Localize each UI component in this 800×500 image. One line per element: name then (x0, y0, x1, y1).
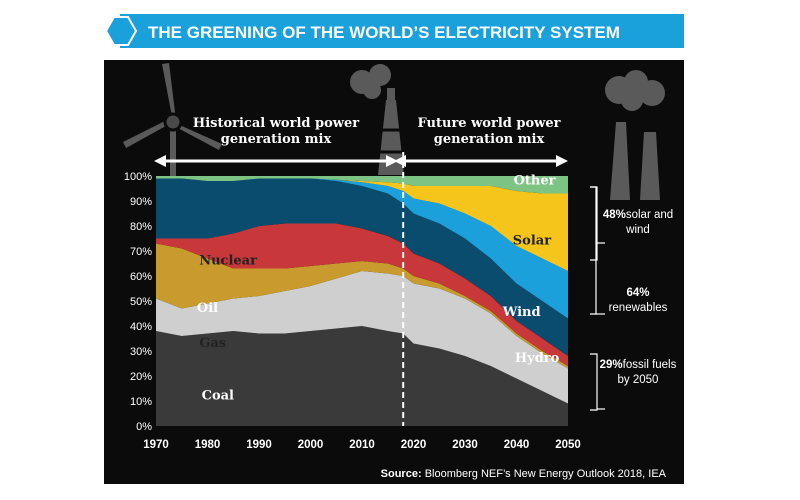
source-note: Source: Bloomberg NEF’s New Energy Outlo… (381, 468, 666, 480)
annotation-solar-wind-text: solar and wind (625, 209, 674, 236)
y-tick-label: 50% (130, 296, 152, 308)
series-label-oil: Oil (197, 301, 218, 316)
chart-panel: Coal Gas Oil Nuclear Hydro Wind Solar Other 0% 1… (104, 60, 684, 484)
area-coal (156, 326, 568, 426)
annotation-renewables-text: renewables (608, 302, 668, 314)
area-oil (156, 243, 568, 369)
source-text: Bloomberg NEF’s New Energy Outlook 2018,… (424, 468, 666, 480)
y-tick-label: 30% (130, 346, 152, 358)
x-tick-label: 1970 (143, 439, 169, 451)
y-tick-label: 80% (130, 221, 152, 233)
x-tick-label: 2040 (504, 439, 530, 451)
title-banner: THE GREENING OF THE WORLD’S ELECTRICITY … (104, 14, 684, 48)
y-tick-label: 0% (136, 421, 152, 433)
annotation-fossil-pct: 29% (599, 359, 623, 371)
factory-smoke-icon (605, 70, 665, 200)
y-tick-label: 100% (124, 171, 152, 183)
series-label-wind: Wind (502, 305, 541, 320)
oil-derrick-icon (350, 64, 404, 175)
area-hydro (156, 178, 568, 356)
y-tick-label: 70% (130, 246, 152, 258)
period-arrows (154, 155, 568, 167)
bracket-renewables (590, 186, 597, 315)
x-tick-label: 1980 (195, 439, 221, 451)
annotation-fossil: 29%fossil fuels by 2050 (598, 358, 678, 388)
area-solar (156, 178, 568, 271)
y-tick-label: 90% (130, 196, 152, 208)
stacked-areas: Coal Gas Oil Nuclear Hydro Wind Solar Other (156, 152, 568, 426)
annotation-renewables: 64% renewables (598, 286, 678, 316)
area-other (156, 176, 568, 194)
area-nuclear (156, 223, 568, 366)
y-tick-label: 10% (130, 396, 152, 408)
x-tick-label: 2050 (555, 439, 581, 451)
chart-title: THE GREENING OF THE WORLD’S ELECTRICITY … (148, 23, 620, 42)
x-tick-label: 2030 (452, 439, 478, 451)
chart-svg: Coal Gas Oil Nuclear Hydro Wind Solar Other 0% 1… (123, 63, 665, 451)
area-gas (156, 271, 568, 404)
x-tick-label: 2020 (401, 439, 427, 451)
wind-turbine-icon (123, 63, 222, 182)
y-tick-label: 40% (130, 321, 152, 333)
annotation-solar-wind-pct: 48% (602, 209, 626, 221)
source-label: Source: (380, 468, 422, 480)
future-header: Future world power generation mix (417, 116, 561, 147)
series-label-solar: Solar (513, 234, 551, 249)
x-tick-label: 1990 (246, 439, 272, 451)
y-tick-label: 60% (130, 271, 152, 283)
annotation-brackets (590, 186, 605, 411)
series-label-other: Other (514, 174, 556, 189)
axes: 0% 10% 20% 30% 40% 50% 60% 70% 80% 90% 100% 1970 198… (124, 171, 581, 451)
x-tick-label: 2010 (349, 439, 375, 451)
annotation-renewables-pct: 64% (626, 287, 650, 299)
historical-header: Historical world power generation mix (192, 116, 360, 147)
banner-background (120, 14, 684, 48)
banner-hexagon-icon (104, 16, 138, 46)
x-tick-label: 2000 (298, 439, 324, 451)
series-label-hydro: Hydro (515, 351, 560, 366)
y-tick-label: 20% (130, 371, 152, 383)
bracket-fossil (590, 353, 598, 411)
annotation-solar-wind: 48%solar and wind (598, 208, 678, 238)
series-label-coal: Coal (202, 389, 234, 404)
annotation-fossil-text: fossil fuels by 2050 (617, 359, 677, 386)
series-label-nuclear: Nuclear (199, 254, 257, 269)
series-label-gas: Gas (199, 336, 226, 351)
